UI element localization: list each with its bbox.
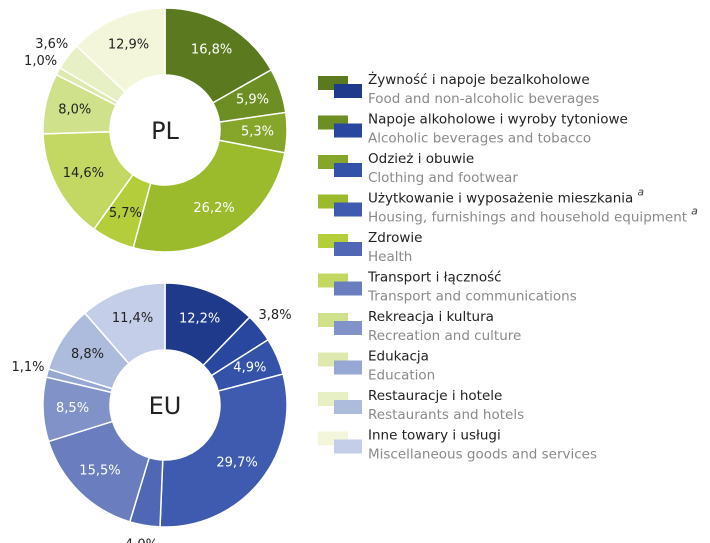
legend-label-en: Health xyxy=(368,249,412,265)
legend-label-en: Housing, furnishings and household equip… xyxy=(368,210,687,226)
legend-label-en: Transport and communications xyxy=(367,289,577,305)
legend-swatch xyxy=(334,400,362,414)
value-label: 4,0% xyxy=(125,538,158,543)
legend-label: Odzież i obuwie xyxy=(368,151,474,167)
value-label: 4,9% xyxy=(233,361,266,376)
value-label: 26,2% xyxy=(193,201,234,216)
legend-label: Rekreacja i kultura xyxy=(368,309,494,325)
legend-label-en: Recreation and culture xyxy=(368,328,521,344)
legend-swatch xyxy=(334,242,362,256)
legend-label: Transport i łączność xyxy=(367,270,502,286)
legend-label-en: Food and non-alcoholic beverages xyxy=(368,91,599,107)
value-label: 29,7% xyxy=(216,455,257,470)
legend-swatch xyxy=(334,360,362,375)
legend-swatch xyxy=(334,321,362,335)
legend-label: Inne towary i usługi xyxy=(368,428,501,444)
footnote-mark: a xyxy=(691,205,698,218)
legend-label-en: Clothing and footwear xyxy=(368,170,518,186)
legend-label: Restauracje i hotele xyxy=(368,388,502,404)
value-label: 3,6% xyxy=(35,37,68,52)
legend-swatch xyxy=(334,439,362,454)
slice xyxy=(75,7,166,94)
value-label: 8,8% xyxy=(71,347,104,362)
value-label: 15,5% xyxy=(79,463,120,478)
value-label: 3,8% xyxy=(259,308,292,323)
legend-label: Napoje alkoholowe i wyroby tytoniowe xyxy=(368,112,628,128)
legend-swatch xyxy=(334,281,362,296)
legend-label-en: Miscellaneous goods and services xyxy=(368,447,597,463)
legend-label: Zdrowie xyxy=(368,230,422,246)
value-label: 5,3% xyxy=(241,125,274,140)
legend-label-en: Education xyxy=(368,368,435,384)
legend-label: Użytkowanie i wyposażenie mieszkania xyxy=(368,191,633,207)
value-label: 8,5% xyxy=(56,401,89,416)
value-label: 12,2% xyxy=(179,312,220,327)
value-label: 1,1% xyxy=(11,360,44,375)
slice xyxy=(159,373,288,528)
legend-swatch xyxy=(334,163,362,177)
legend-swatch xyxy=(334,123,362,138)
footnote-mark: a xyxy=(637,186,644,199)
legend-label: Żywność i napoje bezalkoholowe xyxy=(368,70,590,88)
legend-label-en: Alcoholic beverages and tobacco xyxy=(368,131,591,147)
value-label: 5,7% xyxy=(109,206,142,221)
legend-swatch xyxy=(334,84,362,98)
slice xyxy=(83,282,166,365)
value-label: 11,4% xyxy=(112,311,153,326)
value-label: 14,6% xyxy=(63,166,104,181)
chart-title: EU xyxy=(149,392,182,420)
slice xyxy=(132,139,286,253)
value-label: 1,0% xyxy=(24,54,57,69)
value-label: 5,9% xyxy=(236,93,269,108)
value-label: 12,9% xyxy=(108,37,149,52)
chart-title: PL xyxy=(151,117,179,145)
value-label: 16,8% xyxy=(191,43,232,58)
legend-swatch xyxy=(334,202,362,217)
value-label: 8,0% xyxy=(58,102,91,117)
legend-label-en: Restaurants and hotels xyxy=(368,407,524,423)
legend-label: Edukacja xyxy=(368,349,429,365)
